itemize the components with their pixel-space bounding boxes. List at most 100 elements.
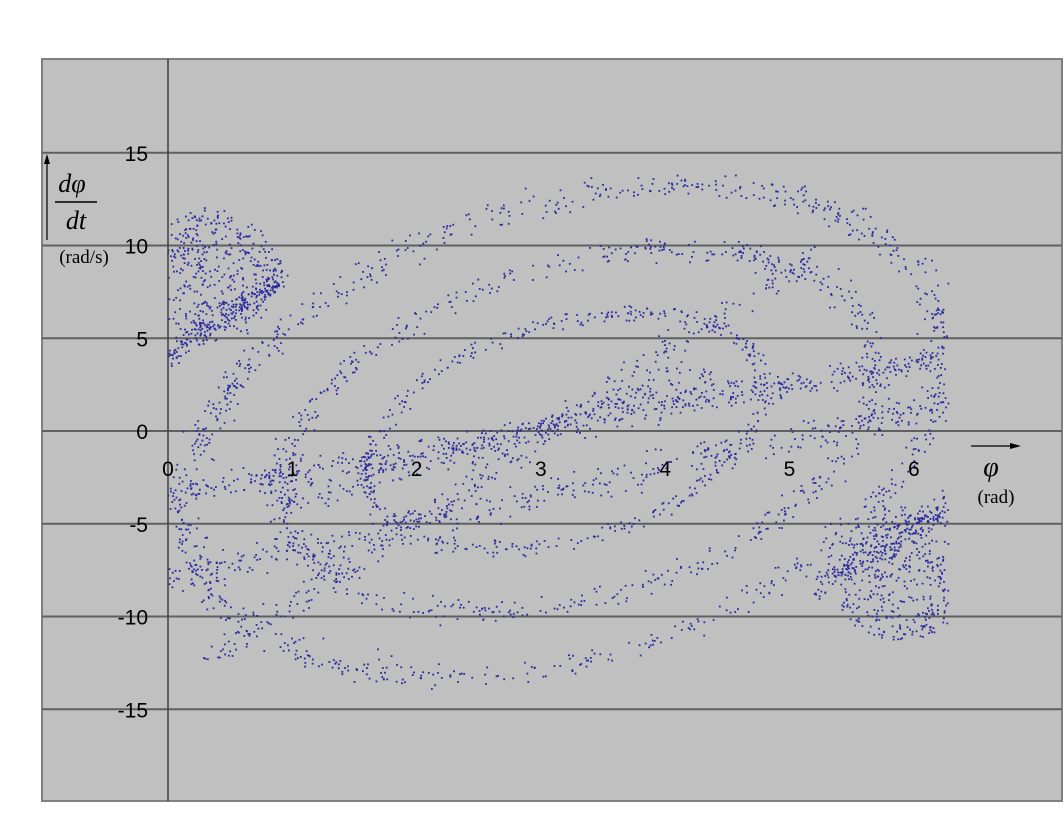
data-point [663, 312, 666, 315]
data-point [400, 534, 403, 536]
data-point [407, 389, 409, 392]
data-point [935, 313, 938, 316]
data-point [633, 191, 635, 194]
data-point [801, 186, 804, 189]
data-point [206, 658, 209, 661]
data-point [335, 661, 338, 664]
data-point [929, 361, 932, 364]
data-point [320, 577, 323, 579]
data-point [207, 404, 210, 407]
data-point [916, 521, 918, 524]
data-point [290, 499, 293, 502]
data-point [262, 248, 265, 251]
data-point [841, 572, 844, 575]
data-point [434, 684, 437, 687]
data-point [178, 570, 181, 572]
data-point [282, 285, 285, 288]
data-point [868, 552, 871, 554]
data-point [667, 569, 669, 572]
data-point [532, 321, 534, 324]
data-point [450, 605, 453, 608]
data-point [712, 619, 715, 621]
data-point [412, 250, 415, 253]
data-point [186, 263, 189, 266]
data-point [428, 468, 430, 470]
data-point [264, 294, 266, 296]
data-point [908, 570, 911, 573]
data-point [941, 489, 944, 492]
data-point [171, 501, 174, 503]
data-point [540, 422, 542, 425]
data-point [736, 334, 738, 337]
data-point [770, 582, 773, 585]
data-point [197, 493, 200, 495]
data-point [255, 474, 258, 476]
data-point [941, 401, 944, 403]
data-point [831, 543, 834, 546]
data-point [849, 379, 852, 382]
data-point [204, 279, 206, 281]
data-point [856, 327, 858, 329]
data-point [730, 332, 733, 335]
data-point [926, 613, 928, 616]
data-point [931, 567, 934, 570]
data-point [251, 285, 254, 288]
data-point [575, 421, 578, 424]
data-point [893, 361, 896, 364]
data-point [193, 321, 196, 324]
data-point [286, 527, 288, 530]
data-point [589, 413, 591, 416]
data-point [891, 483, 893, 485]
data-point [928, 610, 930, 612]
data-point [217, 214, 219, 217]
data-point [653, 640, 656, 642]
data-point [281, 497, 283, 499]
data-point [893, 526, 896, 528]
data-point [900, 545, 902, 548]
data-point [482, 429, 485, 432]
data-point [218, 305, 221, 307]
data-point [651, 639, 654, 642]
data-point [346, 593, 348, 595]
data-point [896, 537, 899, 540]
data-point [351, 575, 353, 578]
data-point [515, 545, 518, 548]
data-point [182, 430, 185, 433]
data-point [934, 579, 936, 582]
data-point [760, 538, 763, 540]
data-point [588, 414, 591, 417]
data-point [246, 308, 249, 311]
data-point [551, 420, 554, 422]
data-point [364, 539, 366, 541]
data-point [884, 545, 887, 548]
data-point [946, 336, 948, 339]
data-point [189, 212, 192, 214]
data-point [216, 306, 219, 309]
data-point [168, 318, 171, 320]
data-point [400, 529, 402, 531]
data-point [193, 584, 196, 587]
data-point [339, 660, 342, 662]
data-point [690, 493, 693, 496]
data-point [301, 530, 304, 532]
data-point [940, 363, 943, 365]
data-point [802, 194, 805, 197]
data-point [766, 394, 769, 397]
data-point [918, 557, 921, 560]
data-point [316, 538, 319, 540]
data-point [224, 643, 226, 646]
data-point [259, 483, 262, 485]
data-point [203, 334, 206, 337]
data-point [287, 489, 289, 492]
data-point [248, 235, 251, 237]
data-point [752, 413, 755, 415]
data-point [334, 377, 336, 380]
data-point [652, 397, 655, 399]
data-point [756, 522, 759, 524]
data-point [346, 294, 348, 297]
data-point [849, 563, 852, 566]
data-point [857, 453, 860, 455]
data-point [497, 675, 499, 677]
data-point [873, 366, 876, 369]
data-point [338, 456, 340, 459]
